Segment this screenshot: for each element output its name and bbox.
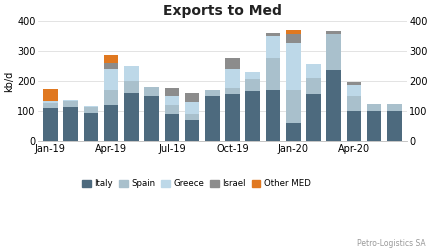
Bar [327,34,341,70]
Bar [165,96,179,105]
Bar [346,86,361,96]
Bar [306,78,321,94]
Bar [104,105,118,141]
Bar [286,30,301,34]
Bar [64,101,78,106]
Bar [104,69,118,90]
Bar [185,120,199,141]
Bar [346,96,361,111]
Bar [185,114,199,120]
Bar [266,90,280,141]
Bar [266,33,280,36]
Bar [306,64,321,78]
Bar [185,93,199,102]
Bar [104,90,118,105]
Title: Exports to Med: Exports to Med [163,4,282,18]
Bar [306,94,321,141]
Bar [266,36,280,58]
Bar [327,70,341,141]
Bar [144,87,159,96]
Bar [225,94,240,141]
Bar [185,102,199,114]
Bar [245,80,260,92]
Bar [205,96,219,141]
Bar [165,105,179,114]
Bar [64,100,78,101]
Legend: Italy, Spain, Greece, Israel, Other MED: Italy, Spain, Greece, Israel, Other MED [83,179,311,188]
Bar [43,89,57,101]
Bar [124,81,139,93]
Bar [266,58,280,90]
Bar [286,90,301,123]
Bar [327,31,341,34]
Bar [144,96,159,141]
Bar [367,104,381,111]
Bar [83,107,98,112]
Bar [43,108,57,141]
Bar [225,58,240,69]
Bar [104,63,118,69]
Bar [286,34,301,43]
Bar [245,72,260,80]
Bar [43,101,57,102]
Text: Petro-Logistics SA: Petro-Logistics SA [357,238,426,248]
Bar [165,114,179,141]
Bar [286,43,301,90]
Bar [225,88,240,94]
Bar [83,106,98,107]
Bar [245,92,260,141]
Bar [104,55,118,63]
Bar [124,66,139,81]
Bar [346,111,361,141]
Bar [64,106,78,141]
Bar [165,88,179,96]
Bar [286,123,301,141]
Bar [43,102,57,108]
Bar [367,111,381,141]
Bar [387,104,402,111]
Y-axis label: kb/d: kb/d [4,70,14,92]
Bar [205,90,219,96]
Bar [124,93,139,141]
Bar [387,111,402,141]
Bar [346,82,361,86]
Bar [225,69,240,88]
Bar [83,112,98,141]
